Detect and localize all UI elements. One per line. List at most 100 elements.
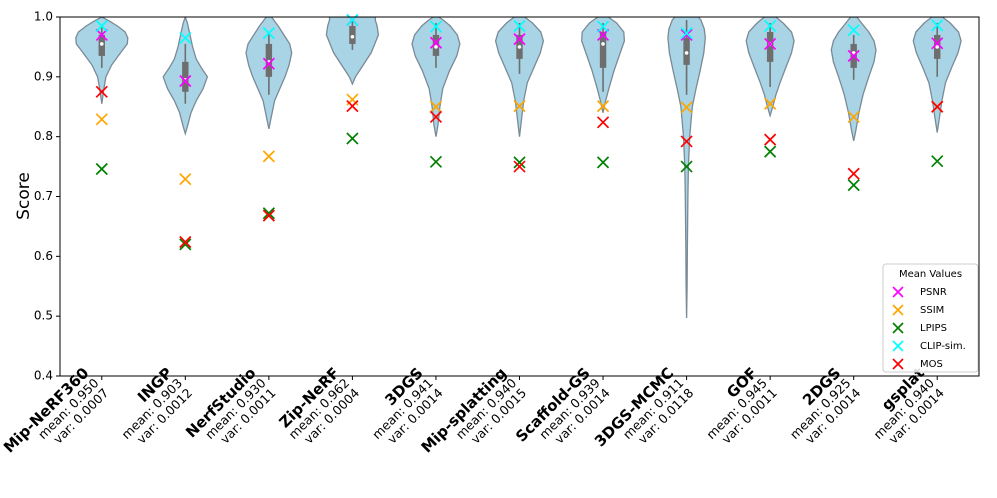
marker-clip-sim	[847, 24, 860, 37]
violin-layer	[75, 17, 962, 319]
marker-stroke	[764, 145, 777, 158]
y-tick-label: 0.7	[34, 189, 53, 203]
marker-stroke	[931, 19, 944, 32]
marker-stroke	[847, 24, 860, 37]
legend-label: MOS	[920, 359, 943, 370]
marker-lpips	[596, 156, 610, 169]
marker-stroke	[179, 235, 192, 249]
marker-stroke	[596, 100, 610, 113]
violin-median	[684, 51, 689, 55]
marker-lpips	[95, 162, 108, 176]
marker-psnr	[513, 33, 526, 46]
violin-body	[411, 17, 461, 137]
legend-entry-mos: MOS	[892, 358, 943, 370]
violin-median	[350, 34, 355, 39]
marker-mos	[179, 235, 192, 249]
marker-clip-sim	[179, 31, 192, 45]
marker-stroke	[513, 160, 526, 173]
violin-median	[99, 42, 104, 46]
marker-psnr	[95, 28, 108, 42]
marker-ssim	[95, 113, 108, 126]
marker-stroke	[596, 156, 610, 169]
y-tick-label: 0.4	[34, 369, 53, 383]
marker-stroke	[764, 37, 777, 51]
marker-stroke	[179, 238, 192, 251]
marker-psnr	[847, 49, 860, 62]
marker-stroke	[513, 33, 526, 46]
legend-entry-lpips: LPIPS	[892, 322, 947, 334]
marker-stroke	[179, 31, 192, 45]
marker-ssim	[513, 100, 526, 113]
marker-clip-sim	[764, 19, 777, 33]
y-tick-label: 0.8	[34, 129, 53, 143]
y-tick-label: 1.0	[34, 10, 53, 24]
legend-marker	[892, 322, 904, 334]
marker-stroke	[346, 100, 359, 113]
axes-layer: 0.4 0.5 0.6 0.7 0.8 0.9 1.0	[34, 10, 980, 383]
legend-entry-psnr: PSNR	[892, 286, 947, 298]
marker-stroke	[262, 57, 275, 70]
y-tick-label: 0.9	[34, 69, 53, 83]
violin-box	[599, 31, 607, 68]
marker-mos	[346, 100, 359, 113]
marker-stroke	[262, 207, 275, 220]
marker-mos	[596, 116, 610, 129]
marker-stroke	[680, 135, 693, 148]
marker-stroke	[429, 155, 443, 168]
marker-psnr	[764, 37, 777, 51]
violin-body	[494, 17, 545, 137]
marker-clip-sim	[429, 20, 443, 33]
legend-marker	[892, 304, 904, 316]
y-tick-label: 0.5	[34, 309, 53, 323]
marker-stroke	[429, 20, 443, 33]
marker-lpips	[262, 207, 275, 220]
marker-stroke	[931, 100, 944, 113]
marker-psnr	[931, 37, 944, 50]
marker-clip-sim	[513, 19, 526, 33]
marker-stroke	[262, 150, 275, 163]
violin-body	[325, 17, 380, 86]
marker-stroke	[764, 133, 777, 146]
marker-lpips	[931, 155, 944, 168]
marker-ssim	[847, 110, 860, 124]
marker-stroke	[680, 160, 693, 173]
marker-lpips	[847, 179, 860, 192]
marker-stroke	[429, 36, 443, 49]
marker-stroke	[931, 37, 944, 50]
marker-clip-sim	[346, 13, 359, 27]
marker-mos	[513, 160, 526, 173]
violin-median	[601, 42, 605, 46]
marker-mos	[847, 167, 860, 180]
marker-stroke	[95, 19, 108, 33]
marker-lpips	[429, 155, 443, 168]
marker-mos	[262, 209, 275, 222]
legend: Mean Values PSNR SSIM LPIPS CLIP-sim. MOS	[882, 263, 979, 373]
marker-stroke	[346, 13, 359, 27]
violin-median	[434, 45, 438, 49]
violin-median	[935, 45, 940, 49]
marker-stroke	[262, 209, 275, 222]
legend-frame	[882, 263, 979, 373]
marker-stroke	[680, 101, 693, 114]
marker-stroke	[429, 100, 443, 113]
marker-stroke	[847, 110, 860, 124]
legend-marker	[892, 340, 904, 352]
marker-lpips	[513, 156, 526, 169]
marker-psnr	[680, 28, 693, 42]
legend-marker	[892, 286, 904, 298]
marker-ssim	[262, 150, 275, 163]
marker-stroke	[179, 173, 192, 186]
marker-clip-sim	[95, 19, 108, 33]
marker-stroke	[346, 132, 359, 145]
violin-box	[182, 61, 189, 92]
marker-stroke	[95, 85, 108, 98]
violin-box	[766, 31, 774, 62]
marker-clip-sim	[680, 27, 693, 40]
marker-stroke	[95, 162, 108, 176]
marker-clip-sim	[596, 20, 610, 33]
marker-stroke	[513, 156, 526, 169]
marker-stroke	[680, 28, 693, 42]
marker-stroke	[764, 97, 777, 110]
legend-title: Mean Values	[899, 269, 962, 280]
marker-stroke	[95, 28, 108, 42]
